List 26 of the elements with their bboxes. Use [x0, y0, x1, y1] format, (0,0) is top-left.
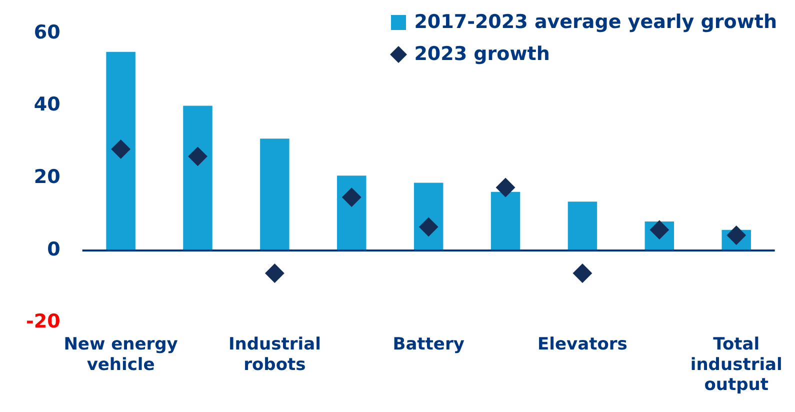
bar: [490, 192, 520, 250]
point: [111, 140, 130, 159]
bar: [568, 202, 598, 250]
x-tick-label: Industrial robots: [228, 334, 321, 375]
bar: [414, 182, 444, 250]
y-tick-label: 0: [47, 238, 60, 260]
x-tick-label: Battery: [392, 334, 464, 354]
point: [496, 178, 516, 198]
legend-label: 2017-2023 average yearly growth: [414, 11, 777, 33]
bar: [260, 138, 290, 250]
y-tick-label: -20: [26, 310, 60, 333]
y-tick-label: 40: [34, 94, 60, 116]
point: [572, 264, 592, 283]
legend-label: 2023 growth: [414, 43, 550, 65]
point: [265, 264, 284, 283]
bar: [106, 52, 136, 250]
point: [342, 188, 362, 207]
x-tick-label: New energy vehicle: [64, 334, 178, 375]
point: [188, 146, 208, 166]
y-tick-label: 20: [34, 166, 60, 188]
x-tick-label: Elevators: [538, 334, 628, 354]
y-tick-label: 60: [34, 21, 60, 44]
bar: [337, 176, 366, 250]
x-tick-label: Total industrial output: [690, 334, 782, 396]
bar: [183, 106, 212, 250]
point: [419, 217, 438, 236]
